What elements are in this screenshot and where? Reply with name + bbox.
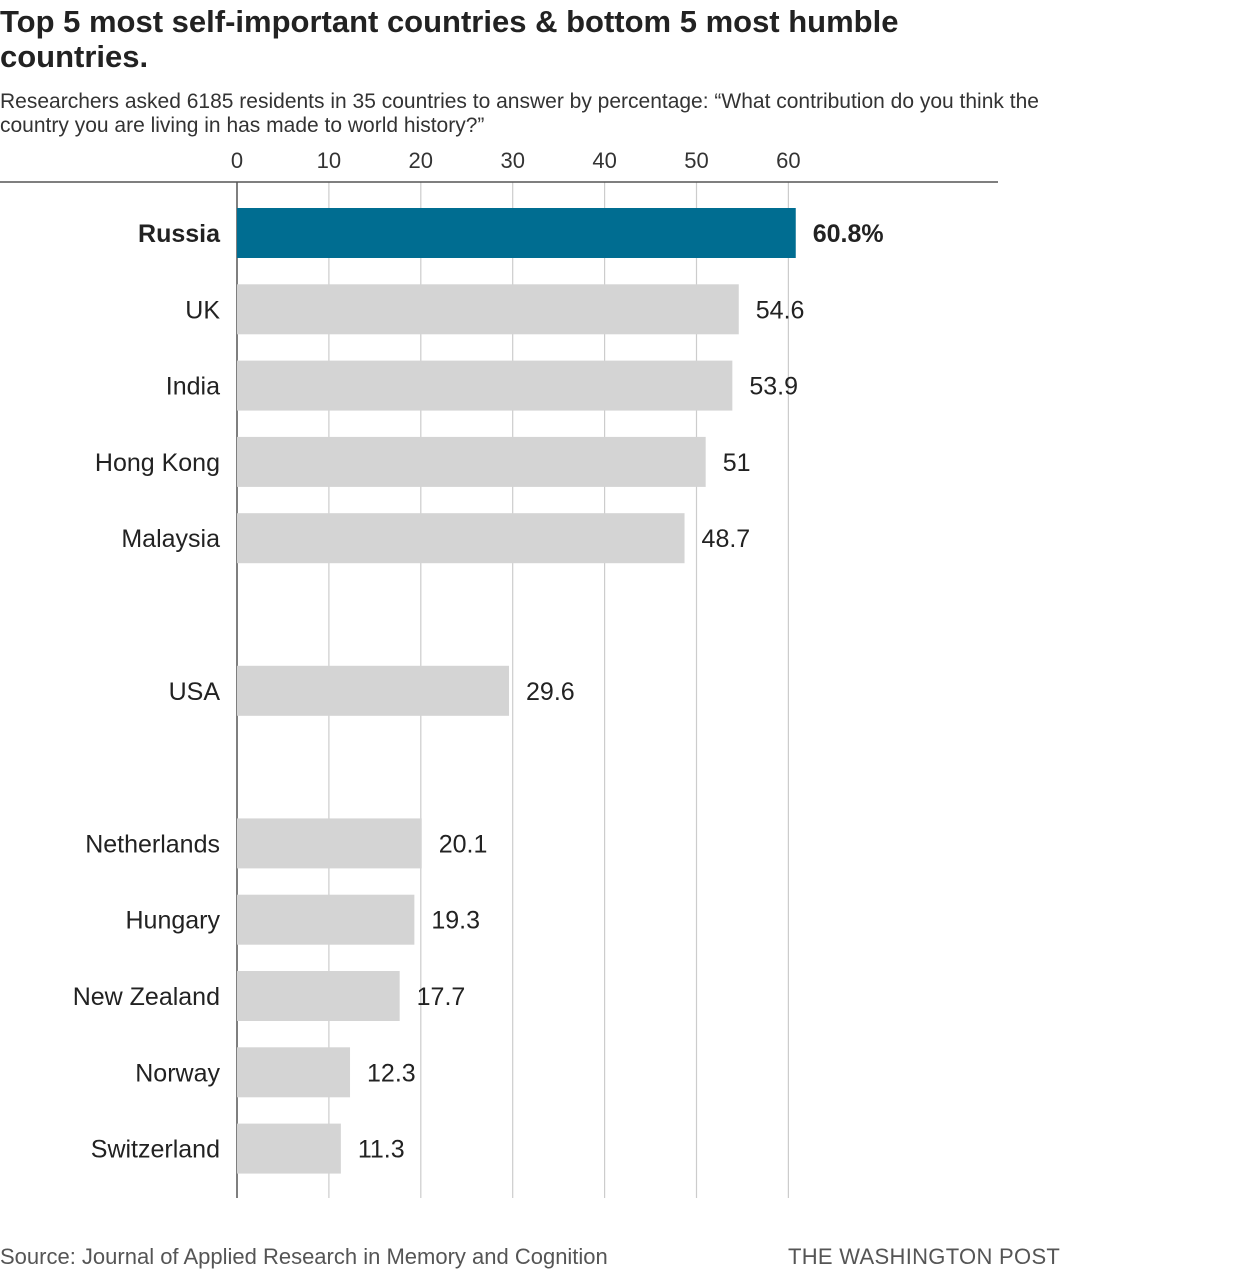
category-label: Switzerland (91, 1136, 220, 1164)
value-label: 11.3 (358, 1136, 405, 1164)
bar-uk (237, 284, 739, 335)
source-note: Source: Journal of Applied Research in M… (0, 1244, 608, 1269)
value-labels: 60.8% 54.6 53.9 51 48.7 29.6 20.1 19.3 17.7 12.3 1… (358, 220, 884, 1164)
category-label: UK (185, 296, 220, 324)
bar-hong-kong (237, 436, 706, 487)
bar-switzerland (237, 1123, 341, 1174)
value-label: 54.6 (756, 296, 805, 324)
category-label: Malaysia (121, 525, 220, 553)
x-tick-label: 10 (317, 148, 341, 173)
value-label: 60.8% (813, 220, 884, 248)
value-label: 48.7 (702, 525, 751, 553)
x-tick-label: 60 (776, 148, 800, 173)
x-tick-label: 0 (231, 148, 243, 173)
x-tick-label: 20 (409, 148, 433, 173)
chart-subtitle: Researchers asked 6185 residents in 35 c… (0, 90, 1039, 137)
x-tick-label: 30 (500, 148, 524, 173)
bar-new-zealand (237, 971, 400, 1021)
chart-title: Top 5 most self-important countries & bo… (0, 4, 899, 74)
bar-russia (237, 208, 796, 258)
category-label: Netherlands (85, 830, 220, 858)
category-label: Hungary (126, 907, 221, 935)
bar-chart: 0 10 20 30 40 50 60 Russia UK India Hong Kong Mala… (0, 148, 998, 1198)
publisher-credit: THE WASHINGTON POST (788, 1244, 1061, 1269)
category-labels: Russia UK India Hong Kong Malaysia USA Netherl… (73, 220, 221, 1164)
x-axis-ticks: 0 10 20 30 40 50 60 (231, 148, 801, 173)
value-label: 19.3 (431, 907, 480, 935)
x-tick-label: 50 (684, 148, 708, 173)
category-label: Russia (138, 220, 221, 248)
category-label: Norway (135, 1059, 220, 1087)
bar-malaysia (237, 513, 685, 564)
x-tick-label: 40 (592, 148, 616, 173)
category-label: Hong Kong (95, 449, 220, 477)
category-label: USA (169, 678, 221, 706)
gridlines (236, 182, 790, 1198)
bar-usa (237, 665, 510, 716)
bar-hungary (237, 894, 415, 945)
category-label: New Zealand (73, 983, 220, 1011)
value-label: 53.9 (749, 373, 798, 401)
value-label: 29.6 (526, 678, 575, 706)
bar-india (237, 360, 733, 411)
bars (237, 208, 796, 1174)
bar-netherlands (237, 818, 422, 869)
value-label: 20.1 (439, 830, 488, 858)
value-label: 51 (723, 449, 751, 477)
category-label: India (166, 373, 220, 401)
value-label: 12.3 (367, 1059, 416, 1087)
value-label: 17.7 (417, 983, 466, 1011)
bar-norway (237, 1047, 351, 1098)
